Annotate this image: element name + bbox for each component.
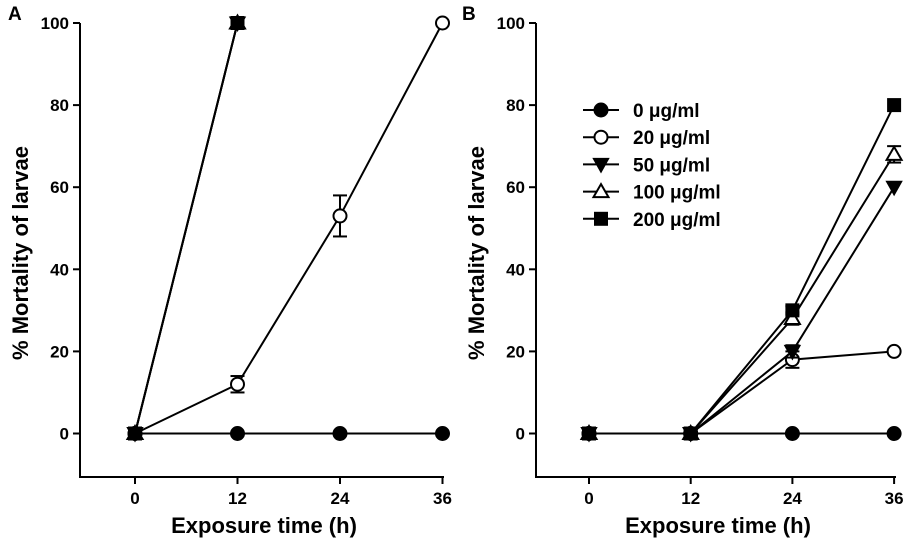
- panel-a-series-2-line: [134, 22, 444, 435]
- panel-a-y-tick-label: 80: [50, 96, 69, 115]
- panel-b-x-tick-label: 24: [783, 489, 802, 508]
- panel-b-series-4-point: [884, 144, 904, 161]
- panel-b-series-4-point: [783, 309, 802, 326]
- panel-b-y-tick-label: 60: [506, 178, 525, 197]
- panel-b-y-tick-label: 0: [516, 425, 525, 444]
- panel-a-series-1-point: [435, 426, 450, 441]
- panel-b-legend-marker: [591, 182, 611, 199]
- panel-b-series-5: [582, 98, 902, 441]
- panel-b-series-5-point: [785, 303, 800, 318]
- panel-b-series-5-point: [887, 98, 902, 113]
- panel-b: B 0 20 40 60 80 100 0 12 24 36 Exposure time (h) % M…: [462, 4, 904, 538]
- panel-a-series-5-line: [134, 22, 239, 434]
- panel-a-y-tick-label: 0: [60, 425, 69, 444]
- panel-a-series-1: [127, 426, 450, 441]
- panel-b-legend-marker: [593, 129, 609, 145]
- panel-b-legend-label: 0 μg/ml: [633, 101, 700, 122]
- panel-b-legend-marker: [594, 211, 608, 226]
- panel-b-legend-label: 50 μg/ml: [633, 155, 710, 176]
- panel-b-y-axis-label: % Mortality of larvae: [464, 146, 489, 360]
- panel-a-series-2-point: [332, 208, 348, 224]
- panel-a-x-tick-label: 24: [331, 489, 350, 508]
- panel-a-series-5-point: [128, 426, 142, 441]
- panel-a-series-1-point: [230, 426, 245, 441]
- panel-a-x-tick-label: 36: [433, 489, 452, 508]
- panel-a-y-tick-label: 60: [50, 178, 69, 197]
- panel-a-letter: A: [8, 4, 22, 25]
- panel-a-y-axis-label: % Mortality of larvae: [8, 146, 33, 360]
- panel-b-legend-label: 200 μg/ml: [633, 210, 721, 231]
- panel-b-legend-label: 20 μg/ml: [633, 128, 710, 149]
- panel-b-x-tick-label: 36: [885, 489, 904, 508]
- panel-b-legend-label: 100 μg/ml: [633, 183, 721, 204]
- panel-b-legend: 0 μg/ml 20 μg/ml 50 μg/ml 100 μg/ml 200 μg/m…: [583, 101, 721, 231]
- panel-b-series-5-line: [589, 104, 895, 435]
- panel-b-series-5-point: [582, 426, 596, 441]
- panel-b-x-tick-label: 0: [584, 489, 593, 508]
- panel-a-series-5: [128, 16, 245, 441]
- panel-b-series-4: [579, 144, 904, 440]
- panel-a-series-2: [127, 15, 450, 441]
- panel-b-series-1-point: [886, 426, 902, 441]
- panel-a-series-1-point: [332, 426, 348, 441]
- panel-b-series-1-point: [784, 426, 800, 441]
- panel-b-legend-marker: [593, 102, 609, 118]
- panel-b-series-3-point: [885, 180, 903, 197]
- panel-b-y-tick-label: 40: [506, 260, 525, 279]
- panel-b-y-tick-label: 80: [506, 96, 525, 115]
- panel-a-x-tick-label: 12: [228, 489, 247, 508]
- panel-b-y-tick-label: 20: [506, 342, 525, 361]
- panel-a-series-5-point: [230, 16, 245, 30]
- panel-a-series-2-point: [230, 376, 245, 392]
- panel-b-y-tick-label: 100: [497, 14, 525, 33]
- panel-a-series-2-point: [435, 15, 450, 31]
- panel-a-y-tick-label: 20: [50, 342, 69, 361]
- panel-a-y-tick-label: 40: [50, 260, 69, 279]
- panel-a-x-axis-label: Exposure time (h): [171, 513, 357, 538]
- panel-b-series-3-point: [783, 344, 802, 361]
- panel-b-series-2-point: [886, 343, 902, 359]
- panel-b-x-tick-label: 12: [681, 489, 700, 508]
- panel-b-letter: B: [462, 4, 476, 25]
- panel-a: A 0 20 40 60 80 100 0 12 24 36 Exposure time (h) % M…: [8, 4, 452, 538]
- panel-a-y-tick-label: 100: [41, 14, 69, 33]
- panel-b-x-axis-label: Exposure time (h): [625, 513, 811, 538]
- panel-b-series-5-point: [683, 426, 698, 441]
- panel-a-x-tick-label: 0: [130, 489, 139, 508]
- panel-b-legend-marker: [592, 157, 610, 174]
